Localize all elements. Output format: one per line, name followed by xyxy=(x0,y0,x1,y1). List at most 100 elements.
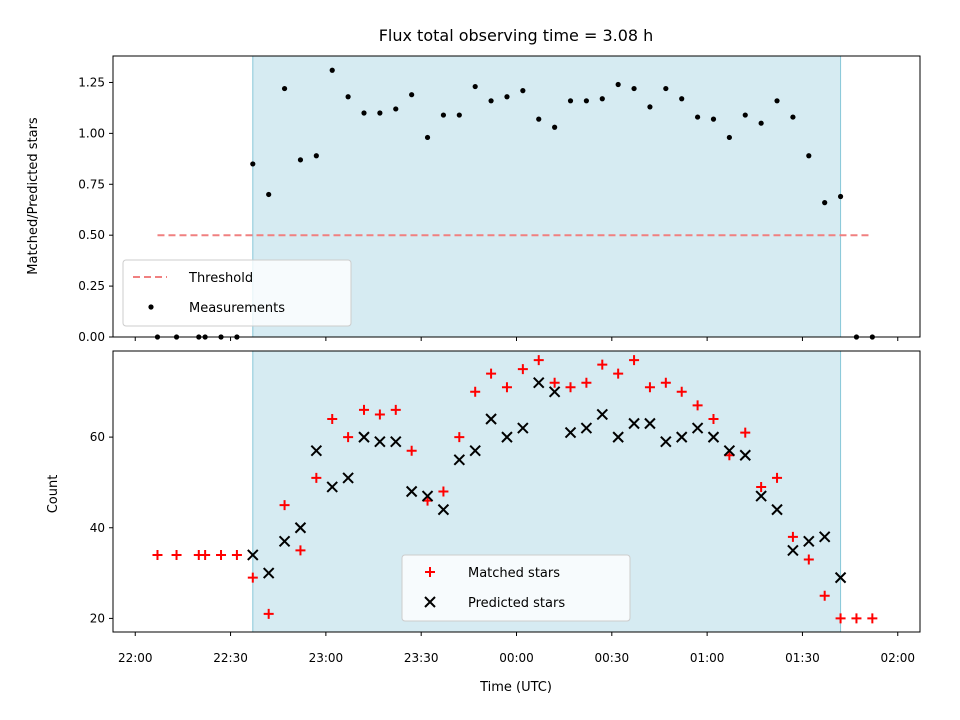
measurementspoint xyxy=(409,92,415,98)
bottom-ytick-label: 60 xyxy=(90,430,105,444)
matched-starspoint xyxy=(581,377,592,388)
predicted-starspoint xyxy=(326,481,338,493)
xtick-label: 23:00 xyxy=(309,651,344,665)
matched-starspoint xyxy=(835,613,846,624)
matched-starspoint xyxy=(247,572,258,583)
matched-starspoint xyxy=(263,608,274,619)
legend-label: Matched stars xyxy=(468,566,560,581)
predicted-starspoint xyxy=(548,386,561,398)
xtick-label: 22:00 xyxy=(118,651,153,665)
matched-starspoint xyxy=(692,400,703,411)
measurementspoint xyxy=(663,85,669,92)
predicted-starspoint xyxy=(533,377,545,389)
measurementspoint xyxy=(393,106,399,112)
matched-starspoint xyxy=(200,549,211,560)
predicted-starspoint xyxy=(644,417,656,430)
measurementspoint xyxy=(377,110,383,116)
xtick-label: 02:00 xyxy=(880,651,915,665)
measurementspoint xyxy=(631,85,637,92)
matched-starspoint xyxy=(470,386,481,397)
xtick-label: 01:30 xyxy=(785,651,820,665)
predicted-starspoint xyxy=(421,490,434,502)
top-ytick-label: 1.00 xyxy=(78,126,105,140)
matched-starspoint xyxy=(549,377,560,388)
top-ytick-label: 0.50 xyxy=(78,228,105,242)
predicted-starspoint xyxy=(755,490,767,502)
measurementspoint xyxy=(726,134,732,141)
predicted-starspoint xyxy=(676,431,688,443)
measurementspoint xyxy=(567,98,574,104)
matched-starspoint xyxy=(438,486,449,497)
predicted-starspoint xyxy=(453,454,466,466)
top-legend-box xyxy=(122,259,352,327)
measurementspoint xyxy=(345,94,351,100)
predicted-starspoint xyxy=(485,413,497,425)
measurementspoint xyxy=(710,116,717,122)
measurementspoint xyxy=(822,200,828,206)
predicted-starspoint xyxy=(707,431,720,443)
matched-starspoint xyxy=(486,368,497,379)
measurementspoint xyxy=(361,110,367,116)
matched-starspoint xyxy=(867,613,878,624)
matched-starspoint xyxy=(644,382,655,393)
matched-starspoint xyxy=(533,355,544,366)
predicted-starspoint xyxy=(803,535,815,548)
matched-starspoint xyxy=(517,364,528,375)
xtick-label: 23:30 xyxy=(404,651,439,665)
measurementspoint xyxy=(424,134,431,141)
matched-starspoint xyxy=(311,472,322,483)
bottom-panel: Count Time (UTC) 20 40 60 22:00 22:30 23:00 23… xyxy=(46,350,921,695)
bottom-ylabel: Count xyxy=(46,475,61,514)
predicted-starspoint xyxy=(437,503,450,516)
bottom-xlabel: Time (UTC) xyxy=(479,680,552,695)
predicted-starspoint xyxy=(469,445,481,457)
top-legend: Threshold Measurements xyxy=(122,259,352,327)
predicted-starspoint xyxy=(580,422,593,434)
matched-starspoint xyxy=(216,549,227,560)
matched-starspoint xyxy=(708,413,719,424)
measurementspoint xyxy=(758,120,764,126)
matched-starspoint xyxy=(565,382,576,393)
matched-starspoint xyxy=(803,554,814,565)
matched-starspoint xyxy=(152,549,163,560)
matched-starspoint xyxy=(772,472,783,483)
measurementspoint xyxy=(774,98,780,104)
matched-starspoint xyxy=(343,432,354,443)
predicted-starspoint xyxy=(660,435,672,448)
bottom-ytick-label: 20 xyxy=(90,611,105,625)
predicted-starspoint xyxy=(390,435,402,448)
top-ytick-label: 0.00 xyxy=(78,330,105,344)
matched-starspoint xyxy=(231,549,242,560)
matched-starspoint xyxy=(676,386,687,397)
predicted-starspoint xyxy=(612,431,624,443)
predicted-starspoint xyxy=(405,485,418,498)
matched-starspoint xyxy=(740,427,751,438)
top-ylabel: Matched/Predicted stars xyxy=(26,117,41,275)
top-axes-frame xyxy=(112,55,921,338)
top-ytick-label: 0.25 xyxy=(78,279,105,293)
matched-starspoint xyxy=(406,445,417,456)
bottom-axes-frame xyxy=(112,350,921,633)
matched-starspoint xyxy=(295,545,306,556)
predicted-starspoint xyxy=(310,445,323,457)
top-panel: Flux total observing time = 3.08 h Match… xyxy=(26,26,921,344)
measurementspoint xyxy=(266,191,272,198)
matched-starspoint xyxy=(787,531,798,542)
legend-label: Predicted stars xyxy=(468,596,565,611)
matched-starspoint xyxy=(279,500,290,511)
measurementspoint xyxy=(742,112,748,118)
measurementspoint xyxy=(615,81,621,88)
predicted-starspoint xyxy=(787,544,799,557)
predicted-starspoint xyxy=(739,449,751,461)
predicted-starspoint xyxy=(278,535,291,548)
legend-label: Measurements xyxy=(189,301,285,316)
measurementspoint xyxy=(297,157,304,163)
matched-starspoint xyxy=(327,413,338,424)
predicted-starspoint xyxy=(691,422,704,434)
predicted-starspoint xyxy=(247,549,259,561)
predicted-starspoint xyxy=(596,408,608,421)
measurementspoint xyxy=(520,88,526,94)
top-ytick-label: 1.25 xyxy=(78,75,105,89)
measurementspoint xyxy=(837,193,844,200)
legend-swatch xyxy=(148,304,154,310)
